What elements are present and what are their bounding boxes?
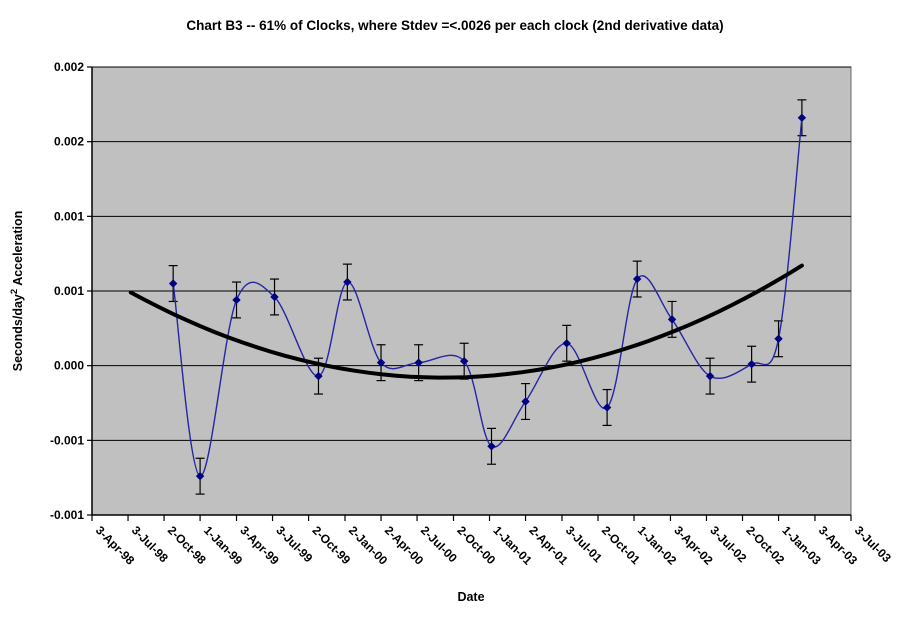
y-tick-label: 0.001 [54,284,84,298]
y-axis-title: Seconds/day2 Acceleration [9,211,25,371]
data-point-marker [705,371,715,381]
data-point-marker [632,274,642,284]
data-point-marker [168,279,178,288]
x-tick-label: 2-Oct-02 [743,523,787,567]
data-point-marker [487,442,496,451]
x-tick-label: 2-Oct-98 [165,523,209,567]
data-point-marker [747,359,756,369]
y-tick-label: 0.002 [54,135,84,149]
data-point-marker [459,356,469,366]
y-tick-label: 0.001 [54,209,84,223]
trendline [128,263,804,380]
y-axis-title-main: Seconds/day [11,294,25,371]
x-tick-label: 1-Jan-99 [201,523,246,568]
x-tick-label: 2-Apr-01 [526,523,571,568]
data-point-marker [343,277,352,287]
chart-title: Chart B3 -- 61% of Clocks, where Stdev =… [186,18,723,33]
data-point-marker [602,403,612,412]
x-tick-label: 1-Jan-02 [635,523,680,568]
data-point-marker [562,339,571,348]
data-point-marker [774,334,783,343]
x-tick-label: 2-Oct-01 [599,523,643,567]
x-axis-title: Date [457,590,484,604]
y-tick-label: 0.000 [54,359,84,373]
data-point-marker [314,371,323,381]
x-tick-label: 2-Oct-00 [454,523,498,567]
data-point-marker [797,113,807,122]
y-axis-title-rest: Acceleration [11,211,25,289]
data-point-marker [414,358,423,367]
data-point-marker [270,292,279,302]
x-tick-label: 1-Jan-03 [779,523,824,568]
data-point-marker [521,397,530,406]
data-point-marker [232,295,241,305]
x-tick-label: 2-Oct-99 [309,523,353,567]
y-tick-label: -0.001 [50,433,84,447]
y-tick-label: -0.001 [50,508,84,522]
data-point-marker [667,315,677,324]
y-axis-title-superscript: 2 [9,289,20,294]
y-tick-label: 0.002 [54,60,84,74]
data-point-marker [195,471,205,481]
data-point-marker [376,358,386,367]
